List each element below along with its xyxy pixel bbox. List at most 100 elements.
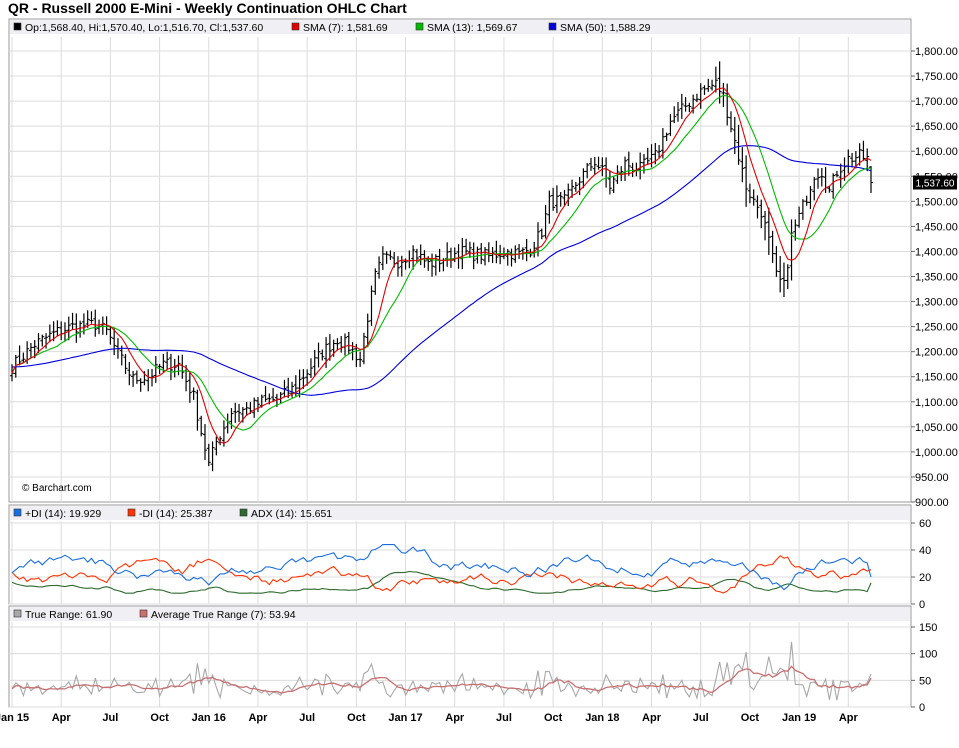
ohlc-bar <box>475 246 480 264</box>
ohlc-bar <box>577 177 582 196</box>
ohlc-bar <box>842 157 847 181</box>
ohlc-bar <box>713 66 718 93</box>
y-tick-label: 1,450.00 <box>915 221 958 233</box>
ohlc-bar <box>119 345 124 366</box>
ohlc-bar <box>399 255 404 277</box>
ohlc-bar <box>588 157 593 171</box>
legend-label: Op:1,568.40, Hi:1,570.40, Lo:1,516.70, C… <box>25 22 263 34</box>
ohlc-bar <box>218 436 223 446</box>
y-tick-label: 0 <box>919 702 925 714</box>
ohlc-bar <box>759 199 764 229</box>
ohlc-bar <box>255 397 260 412</box>
ohlc-bar <box>214 436 219 456</box>
ohlc-bar <box>131 370 136 387</box>
y-tick-label: 50 <box>919 675 931 687</box>
ohlc-bar <box>40 334 45 347</box>
x-tick-label: Jan 19 <box>782 712 816 724</box>
ohlc-bar <box>554 185 559 214</box>
x-tick-label: Apr <box>839 712 859 724</box>
ohlc-bar <box>324 337 329 368</box>
legend-swatch <box>139 609 148 618</box>
ohlc-bar <box>316 342 321 368</box>
ohlc-bar <box>600 157 605 177</box>
ohlc-bar <box>861 140 866 161</box>
legend-bar-dmi <box>10 506 910 520</box>
legend-label: SMA (7): 1,581.69 <box>303 22 388 34</box>
ohlc-bar <box>195 389 200 431</box>
ohlc-bar <box>418 244 423 266</box>
chart-title: QR - Russell 2000 E-Mini - Weekly Contin… <box>8 0 407 16</box>
ohlc-bar <box>263 385 268 402</box>
ohlc-bar <box>297 369 302 398</box>
ohlc-bar <box>819 167 824 187</box>
y-tick-label: 950.00 <box>915 472 949 484</box>
ohlc-bar <box>543 205 548 239</box>
x-tick-label: Jul <box>693 712 709 724</box>
sma50-line <box>11 145 872 396</box>
ohlc-bar <box>585 162 590 179</box>
ohlc-bar <box>93 309 98 337</box>
ohlc-bar <box>517 243 522 259</box>
ohlc-bar <box>804 195 809 206</box>
y-tick-label: 1,200.00 <box>915 347 958 359</box>
adx-line <box>11 570 872 594</box>
ohlc-bar <box>199 415 204 437</box>
ohlc-bar <box>168 353 173 381</box>
ohlc-bar <box>505 248 510 266</box>
ohlc-bar <box>827 185 832 193</box>
ohlc-bar <box>191 387 196 400</box>
plus-di-line <box>11 544 872 591</box>
ohlc-bar <box>32 340 37 359</box>
y-tick-label: 1,050.00 <box>915 422 958 434</box>
ohlc-bar <box>710 79 715 91</box>
ohlc-bar <box>244 401 249 416</box>
legend-label: SMA (50): 1,588.29 <box>560 22 651 34</box>
legend-swatch <box>291 22 300 31</box>
x-tick-label: Apr <box>642 712 662 724</box>
ohlc-bar <box>831 173 836 199</box>
y-tick-label: 1,250.00 <box>915 322 958 334</box>
ohlc-bar <box>467 241 472 258</box>
x-tick-label: Apr <box>52 712 72 724</box>
ohlc-bar <box>770 230 775 263</box>
ohlc-bar <box>290 381 295 398</box>
y-tick-label: 1,500.00 <box>915 196 958 208</box>
ohlc-bar <box>66 316 71 341</box>
ohlc-bar <box>365 313 370 348</box>
ohlc-bar <box>566 183 571 207</box>
ohlc-bar <box>607 170 612 195</box>
ohlc-bar <box>51 321 56 342</box>
ohlc-bar <box>755 195 760 219</box>
ohlc-bar <box>834 170 839 178</box>
ohlc-bar <box>853 150 858 169</box>
ohlc-bar <box>747 183 752 204</box>
ohlc-bar <box>797 206 802 228</box>
x-tick-label: Oct <box>347 712 366 724</box>
ohlc-bar <box>210 441 215 472</box>
ohlc-bar <box>327 334 332 361</box>
ohlc-bar <box>286 377 291 398</box>
ohlc-bar <box>460 237 465 270</box>
x-tick-label: Apr <box>248 712 268 724</box>
ohlc-bar <box>838 163 843 188</box>
ohlc-bar <box>350 342 355 361</box>
y-tick-label: 1,350.00 <box>915 272 958 284</box>
legend-label: +DI (14): 19.929 <box>25 508 101 520</box>
ohlc-bar <box>271 387 276 402</box>
ohlc-bar <box>377 256 382 279</box>
x-tick-label: Jan 15 <box>0 712 29 724</box>
last-price-box <box>913 175 957 190</box>
ohlc-bar <box>676 102 681 122</box>
legend-swatch <box>13 609 22 618</box>
legend-bar-atr <box>10 607 910 621</box>
ohlc-bar <box>47 324 52 343</box>
y-tick-label: 1,000.00 <box>915 447 958 459</box>
ohlc-bar <box>233 402 238 423</box>
x-tick-label: Apr <box>445 712 465 724</box>
ohlc-bar <box>789 219 794 281</box>
ohlc-bar <box>857 143 862 166</box>
ohlc-bar <box>539 228 544 240</box>
legend-swatch <box>13 508 22 517</box>
ohlc-bar <box>781 262 786 298</box>
